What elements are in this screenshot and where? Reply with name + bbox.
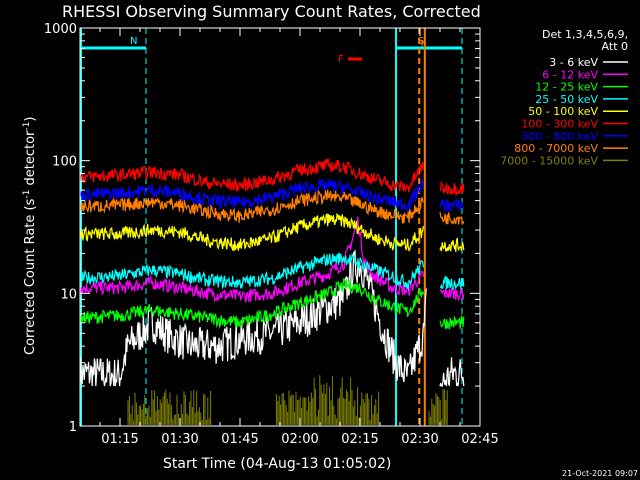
chart-title: RHESSI Observing Summary Count Rates, Co… <box>62 2 481 21</box>
series-3 <box>79 252 465 292</box>
series-trace-3 <box>79 252 424 292</box>
y-tick-label-3: 1000 <box>44 22 77 37</box>
y-tick-label-0: 1 <box>69 420 77 435</box>
annotation-s: S <box>418 36 424 47</box>
series-trace-after-3 <box>439 275 465 290</box>
y-label-part-main: Corrected Count Rate (s <box>23 198 38 355</box>
series-trace-after-4 <box>439 237 465 252</box>
series-trace-after-5 <box>439 181 465 196</box>
y-label-part-close: ) <box>23 117 38 122</box>
x-tick-label-0: 01:15 <box>101 432 138 447</box>
series-trace-7 <box>79 189 424 224</box>
series-7 <box>79 189 465 226</box>
y-axis-label: Corrected Count Rate (s-1 detector-1) <box>22 117 38 355</box>
y-tick-label-2: 100 <box>52 155 77 170</box>
y-label-part-detector: detector <box>23 130 38 190</box>
legend-label-4: 50 - 100 keV <box>528 105 598 118</box>
series-4 <box>79 212 465 252</box>
series-trace-1 <box>79 216 424 303</box>
annotation-n: N <box>130 36 137 47</box>
series-trace-4 <box>79 212 424 252</box>
legend-label-0: 3 - 6 keV <box>549 56 598 69</box>
legend-label-3: 25 - 50 keV <box>535 93 598 106</box>
y-label-sup-2: -1 <box>22 122 32 131</box>
x-axis-label: Start Time (04-Aug-13 01:05:02) <box>163 456 391 472</box>
legend-label-7: 800 - 7000 keV <box>514 142 598 155</box>
legend-label-1: 6 - 12 keV <box>542 68 598 81</box>
series-trace-0 <box>79 250 427 387</box>
x-tick-label-5: 02:30 <box>401 432 438 447</box>
legend-header-0: Det 1,3,4,5,6,9, <box>542 28 628 41</box>
series-8 <box>127 375 448 425</box>
y-tick-label-1: 10 <box>60 287 77 302</box>
legend-label-5: 100 - 300 keV <box>521 118 598 131</box>
x-tick-label-4: 02:15 <box>341 432 378 447</box>
legend-label-6: 300 - 800 keV <box>521 130 598 143</box>
plot-marks: N F S <box>79 28 465 426</box>
axis-ticks: 01:15 01:30 01:45 02:00 02:15 02:30 02:45 1 10 10… <box>44 22 499 447</box>
series-trace-after-7 <box>439 212 465 226</box>
series-5 <box>79 158 465 196</box>
y-label-sup-1: -1 <box>22 190 32 199</box>
series-trace-5 <box>79 158 424 193</box>
x-tick-label-3: 02:00 <box>281 432 318 447</box>
x-tick-label-2: 01:45 <box>221 432 258 447</box>
legend-header-1: Att 0 <box>602 40 628 53</box>
series-1 <box>79 216 465 303</box>
footer-date: 21-Oct-2021 09:07 <box>562 469 638 478</box>
series-trace-2 <box>79 278 424 329</box>
series-2 <box>79 278 465 330</box>
legend-label-8: 7000 - 15000 keV <box>500 154 598 167</box>
x-tick-label-6: 02:45 <box>461 432 498 447</box>
series-7000-15000-trace <box>127 375 448 425</box>
series-trace-after-6 <box>439 198 465 212</box>
series-trace-after-0 <box>439 357 465 387</box>
series-trace-6 <box>79 178 424 212</box>
annotation-f: F <box>338 54 344 65</box>
series-0 <box>79 250 465 387</box>
series-6 <box>79 178 465 212</box>
series-trace-after-1 <box>439 286 465 302</box>
series-trace-after-2 <box>439 314 465 330</box>
legend-label-2: 12 - 25 keV <box>535 81 598 94</box>
x-tick-label-1: 01:30 <box>161 432 198 447</box>
